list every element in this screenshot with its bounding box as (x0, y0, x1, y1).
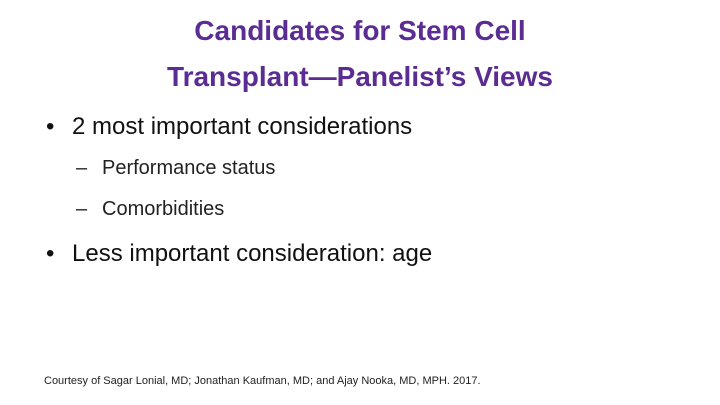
sub-bullet-text: Comorbidities (102, 198, 225, 220)
bullet: • 2 most important considerations (46, 113, 413, 140)
title-line: Transplant—Panelist’s Views (167, 61, 553, 92)
bullet: • Less important consideration: age (46, 240, 433, 267)
bullet-text: Less important consideration: age (72, 240, 433, 267)
title-line: Candidates for Stem Cell (194, 15, 526, 46)
footer: Courtesy of Sagar Lonial, MD; Jonathan K… (44, 375, 481, 387)
sub-bullet: – Comorbidities (76, 198, 225, 220)
sub-bullet: – Performance status (76, 157, 276, 179)
bullet-text: 2 most important considerations (72, 113, 413, 140)
title: Candidates for Stem Cell Transplant—Pane… (0, 8, 720, 100)
sub-bullet-text: Performance status (102, 157, 276, 179)
